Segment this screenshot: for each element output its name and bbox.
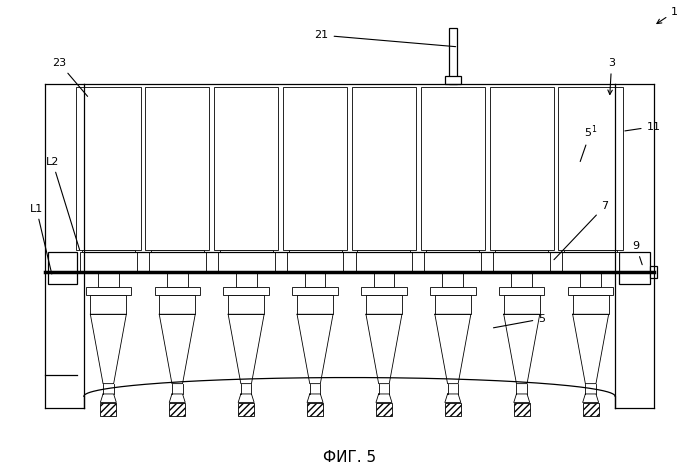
- Bar: [85, 287, 131, 295]
- Bar: [287, 252, 343, 273]
- Bar: [562, 252, 619, 273]
- Text: 3: 3: [608, 58, 615, 94]
- Text: 9: 9: [633, 241, 642, 265]
- Bar: [449, 28, 457, 84]
- Text: 7: 7: [554, 201, 608, 260]
- Bar: [426, 250, 480, 268]
- Bar: [292, 287, 338, 295]
- Bar: [82, 250, 135, 268]
- Text: L2: L2: [45, 157, 80, 250]
- Bar: [224, 287, 269, 295]
- Bar: [151, 250, 204, 268]
- Bar: [504, 295, 540, 314]
- Bar: [568, 287, 614, 295]
- Bar: [48, 252, 77, 284]
- Bar: [373, 272, 394, 287]
- Bar: [445, 76, 461, 84]
- Bar: [101, 403, 116, 416]
- Bar: [236, 272, 257, 287]
- Text: 5: 5: [493, 314, 545, 328]
- Bar: [80, 252, 137, 273]
- Text: 21: 21: [315, 30, 456, 46]
- Bar: [366, 295, 402, 314]
- Bar: [430, 287, 475, 295]
- Bar: [305, 272, 326, 287]
- Bar: [238, 403, 254, 416]
- Bar: [435, 295, 471, 314]
- Text: 1: 1: [657, 7, 678, 23]
- Bar: [564, 250, 617, 268]
- Bar: [357, 250, 410, 268]
- Bar: [219, 250, 273, 268]
- Bar: [650, 266, 657, 278]
- Bar: [154, 287, 200, 295]
- Bar: [228, 295, 264, 314]
- Bar: [442, 272, 463, 287]
- Text: L1: L1: [30, 204, 52, 274]
- Bar: [514, 403, 530, 416]
- Bar: [214, 87, 278, 250]
- Bar: [489, 87, 554, 250]
- Bar: [421, 87, 485, 250]
- Bar: [76, 87, 140, 250]
- Bar: [307, 403, 323, 416]
- Bar: [98, 272, 119, 287]
- Bar: [499, 287, 545, 295]
- Bar: [159, 295, 195, 314]
- Bar: [167, 272, 187, 287]
- Bar: [619, 252, 650, 284]
- Bar: [493, 252, 550, 273]
- Bar: [90, 295, 127, 314]
- Bar: [580, 272, 601, 287]
- Text: ФИГ. 5: ФИГ. 5: [323, 450, 376, 465]
- Bar: [169, 403, 185, 416]
- Bar: [283, 87, 347, 250]
- Bar: [376, 403, 392, 416]
- Bar: [289, 250, 342, 268]
- Bar: [445, 403, 461, 416]
- Bar: [352, 87, 416, 250]
- Bar: [217, 252, 275, 273]
- Text: $5^1$: $5^1$: [580, 123, 598, 161]
- Text: 11: 11: [625, 121, 661, 132]
- Bar: [149, 252, 206, 273]
- Bar: [145, 87, 210, 250]
- Bar: [512, 272, 532, 287]
- Bar: [424, 252, 482, 273]
- Bar: [583, 403, 598, 416]
- Bar: [495, 250, 548, 268]
- Text: 23: 23: [52, 58, 87, 96]
- Bar: [356, 252, 412, 273]
- Bar: [572, 295, 609, 314]
- Bar: [361, 287, 407, 295]
- Bar: [559, 87, 623, 250]
- Bar: [297, 295, 333, 314]
